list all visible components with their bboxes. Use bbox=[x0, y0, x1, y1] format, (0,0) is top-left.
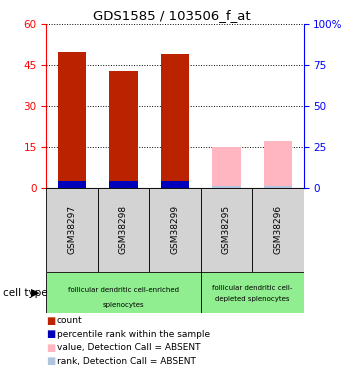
Text: GSM38295: GSM38295 bbox=[222, 205, 231, 254]
Text: GSM38297: GSM38297 bbox=[68, 205, 76, 254]
Bar bbox=[58, 52, 86, 188]
Text: value, Detection Call = ABSENT: value, Detection Call = ABSENT bbox=[57, 343, 200, 352]
Text: follicular dendritic cell-enriched: follicular dendritic cell-enriched bbox=[68, 287, 179, 293]
Text: ▶: ▶ bbox=[32, 288, 40, 297]
Bar bbox=[252, 188, 304, 272]
Text: GSM38296: GSM38296 bbox=[273, 205, 282, 254]
Bar bbox=[161, 181, 189, 188]
Text: ■: ■ bbox=[46, 329, 56, 339]
Bar bbox=[201, 188, 252, 272]
Bar bbox=[109, 70, 138, 188]
Bar bbox=[161, 54, 189, 188]
Bar bbox=[201, 272, 304, 313]
Bar bbox=[149, 188, 201, 272]
Text: GSM38298: GSM38298 bbox=[119, 205, 128, 254]
Bar bbox=[109, 181, 138, 188]
Text: percentile rank within the sample: percentile rank within the sample bbox=[57, 330, 210, 339]
Text: GSM38299: GSM38299 bbox=[170, 205, 179, 254]
Text: splenocytes: splenocytes bbox=[103, 302, 144, 308]
Text: ■: ■ bbox=[46, 343, 56, 352]
Text: GDS1585 / 103506_f_at: GDS1585 / 103506_f_at bbox=[93, 9, 250, 22]
Bar bbox=[58, 181, 86, 188]
Bar bbox=[212, 186, 240, 188]
Bar bbox=[264, 141, 292, 188]
Text: depleted splenocytes: depleted splenocytes bbox=[215, 296, 289, 302]
Bar bbox=[264, 186, 292, 188]
Text: ■: ■ bbox=[46, 356, 56, 366]
Text: ■: ■ bbox=[46, 316, 56, 326]
Text: rank, Detection Call = ABSENT: rank, Detection Call = ABSENT bbox=[57, 357, 196, 366]
Text: follicular dendritic cell-: follicular dendritic cell- bbox=[212, 285, 292, 291]
Text: count: count bbox=[57, 316, 82, 325]
Bar bbox=[98, 188, 149, 272]
Bar bbox=[46, 272, 201, 313]
Text: cell type: cell type bbox=[3, 288, 48, 297]
Bar bbox=[46, 188, 98, 272]
Bar bbox=[212, 147, 240, 188]
